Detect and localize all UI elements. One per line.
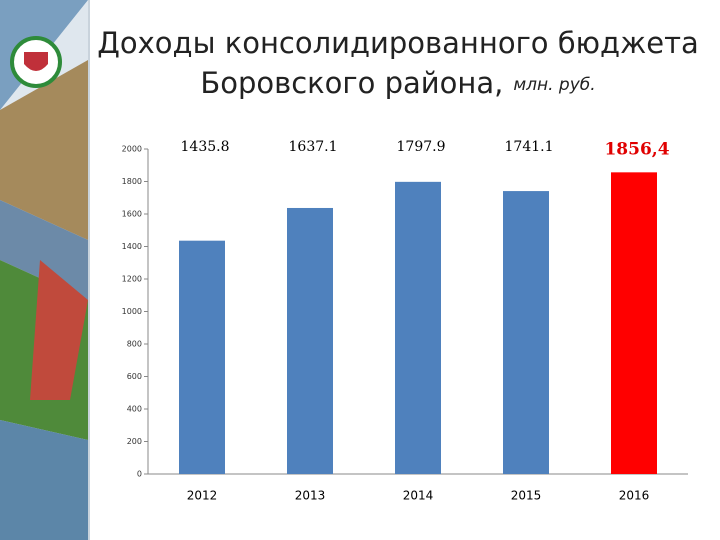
y-tick-label: 2000: [122, 145, 142, 154]
side-decoration: [0, 0, 90, 540]
photo: [0, 420, 88, 540]
y-tick-label: 200: [127, 437, 142, 446]
chart-title: Доходы консолидированного бюджета: [97, 26, 699, 60]
value-label: 1741.1: [505, 139, 554, 155]
x-tick-label: 2012: [187, 489, 218, 503]
y-tick-label: 600: [127, 372, 142, 381]
value-label: 1856,4: [604, 140, 669, 160]
y-tick-label: 1800: [122, 177, 142, 186]
bar: [395, 181, 441, 474]
y-tick-label: 1600: [122, 210, 142, 219]
x-tick-label: 2015: [511, 489, 542, 503]
value-label: 1637.1: [289, 139, 338, 155]
bar: [287, 207, 333, 474]
photo: [0, 60, 88, 240]
title-line: Боровского района,: [200, 66, 503, 100]
x-tick-label: 2016: [619, 489, 650, 503]
y-tick-label: 1000: [122, 307, 142, 316]
bar: [179, 240, 225, 474]
bar: [611, 172, 657, 474]
value-label: 1797.9: [397, 139, 446, 155]
bar: [503, 191, 549, 475]
value-label: 1435.8: [181, 139, 230, 155]
y-tick-label: 400: [127, 405, 142, 414]
unit: млн. руб.: [513, 75, 595, 95]
x-tick-label: 2014: [403, 489, 434, 503]
crest-shield: [24, 52, 48, 71]
photo: [0, 200, 88, 300]
chart-title: Боровского района, млн. руб.: [200, 66, 595, 100]
divider: [88, 0, 90, 540]
x-tick-label: 2013: [295, 489, 326, 503]
y-tick-label: 1200: [122, 275, 142, 284]
y-tick-label: 800: [127, 340, 142, 349]
y-tick-label: 1400: [122, 242, 142, 251]
photo: [30, 260, 88, 400]
y-tick-label: 0: [137, 470, 142, 479]
